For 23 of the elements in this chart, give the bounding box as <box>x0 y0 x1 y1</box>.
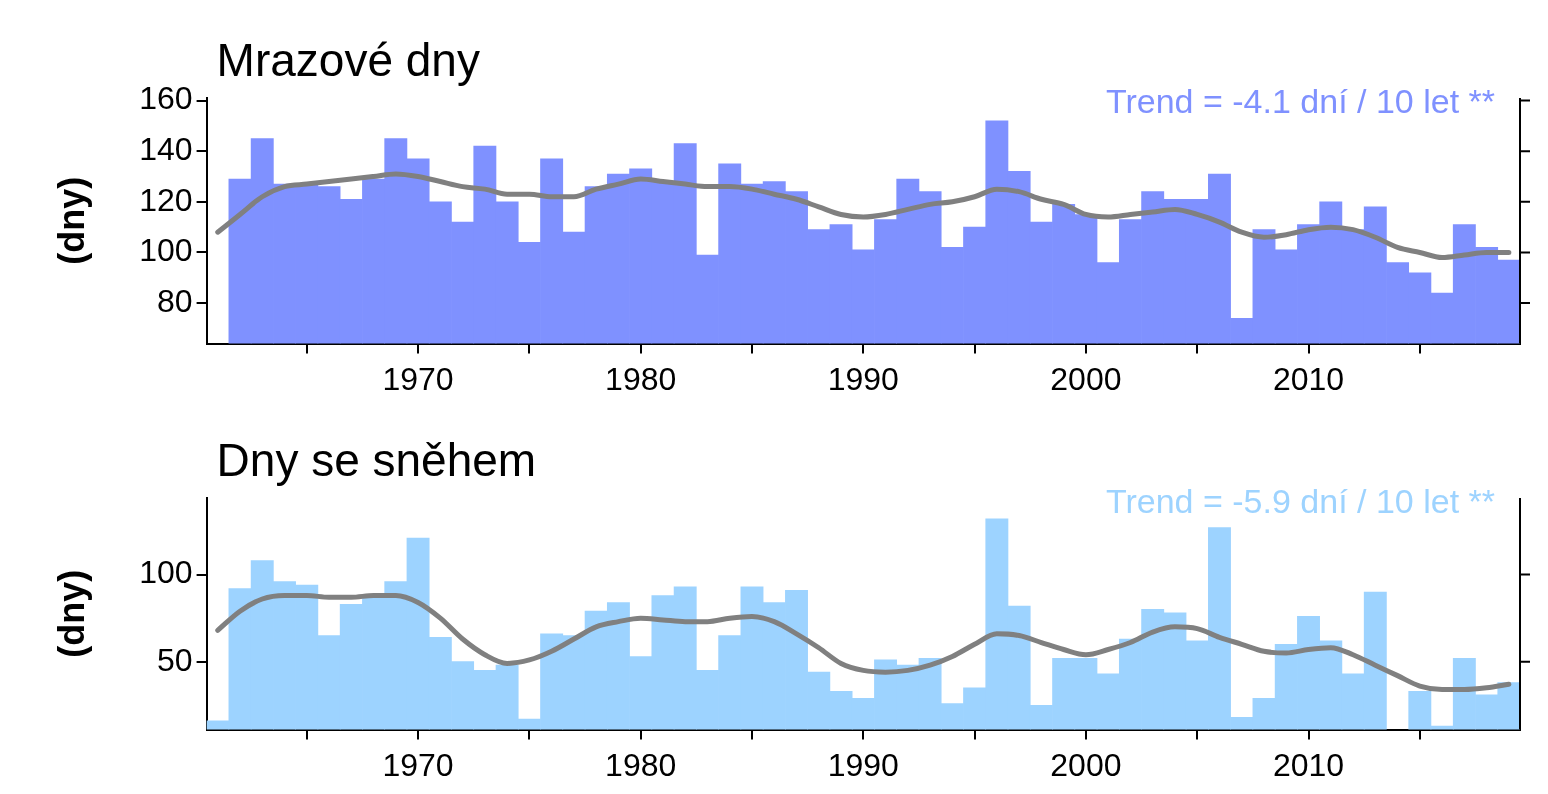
x-tick-label: 2010 <box>1272 360 1345 397</box>
y-tick-label: 140 <box>139 131 193 167</box>
chart-title: Mrazové dny <box>216 34 480 86</box>
y-tick-label: 100 <box>139 232 193 269</box>
x-tick-label: 2000 <box>1050 360 1122 397</box>
y-axis-title: (dny) <box>50 176 92 265</box>
y-tick-label: 100 <box>139 554 193 591</box>
annotation: Trend = -4.1 dní / 10 let ** <box>1105 82 1495 121</box>
y-tick-label: 50 <box>157 641 193 678</box>
chart-title: Dny se sněhem <box>216 434 537 486</box>
x-tick-label: 1980 <box>605 360 677 397</box>
annotation: Trend = -5.9 dní / 10 let ** <box>1105 482 1495 521</box>
y-axis-title: (dny) <box>50 569 92 658</box>
x-tick-label: 1970 <box>382 360 454 397</box>
y-tick-label: 80 <box>157 282 193 319</box>
x-tick-label: 1980 <box>605 746 677 783</box>
x-tick-label: 2000 <box>1050 746 1122 783</box>
y-tick-label: 160 <box>139 80 193 117</box>
x-tick-label: 1990 <box>827 746 899 783</box>
x-tick-label: 1970 <box>382 746 454 783</box>
y-tick-label: 120 <box>139 181 193 218</box>
x-tick-label: 1990 <box>827 360 899 397</box>
x-tick-label: 2010 <box>1272 746 1345 783</box>
